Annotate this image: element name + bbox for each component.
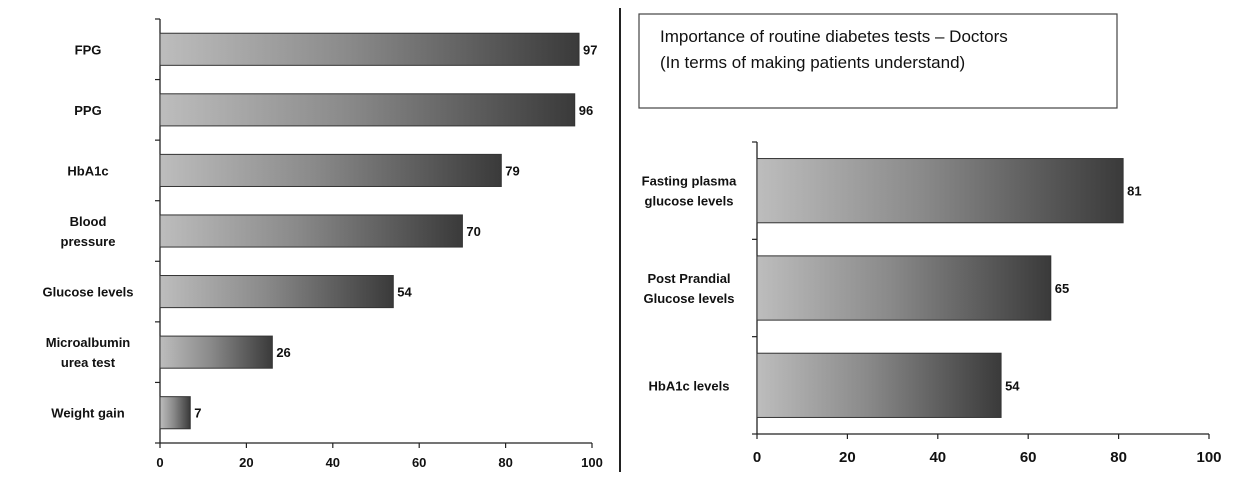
category-label: Blood [70,214,107,229]
right-chart-title-box: Importance of routine diabetes tests – D… [638,13,1118,109]
x-tick-label: 80 [1110,449,1127,466]
x-tick-label: 100 [1196,449,1221,466]
title-box-frame [638,13,1118,109]
category-label: PPG [74,103,101,118]
x-tick-label: 80 [498,455,512,470]
x-tick-label: 20 [839,449,856,466]
title-line-2: (In terms of making patients understand) [660,53,965,72]
category-label: pressure [61,234,116,249]
bar [159,214,463,248]
category-label: Post Prandial [647,271,730,286]
category-label: Weight gain [51,406,124,421]
category-label: Microalbumin [46,335,131,350]
category-label: FPG [75,42,102,57]
bar [756,352,1002,418]
category-label: HbA1c [67,163,108,178]
bar [756,158,1124,224]
category-label: urea test [61,355,116,370]
bar [159,93,576,127]
bar-value-label: 54 [397,285,412,300]
category-label: HbA1c levels [649,378,730,393]
left-bar-chart: 0 20 40 60 80 100 97 FPG 96 PPG 79 HbA1c 70 Blood pres… [42,18,603,470]
bar [159,396,191,430]
bar-value-label: 65 [1055,281,1069,296]
bar-value-label: 70 [466,224,480,239]
x-tick-label: 40 [929,449,946,466]
bar-value-label: 97 [583,42,597,57]
x-tick-label: 0 [753,449,761,466]
x-tick-label: 40 [326,455,340,470]
bar-value-label: 7 [194,406,201,421]
right-bar-chart: 0 20 40 60 80 100 81 Fasting plasma glucose leve… [642,141,1222,466]
bar [159,153,502,187]
x-tick-label: 60 [412,455,426,470]
title-line-1: Importance of routine diabetes tests – D… [660,27,1008,46]
bar [159,335,273,369]
bar-value-label: 26 [276,345,290,360]
bar-value-label: 81 [1127,184,1141,199]
bar-value-label: 54 [1005,378,1020,393]
category-label: glucose levels [645,194,734,209]
category-label: Fasting plasma [642,174,737,189]
bar-value-label: 96 [579,103,593,118]
category-label: Glucose levels [643,291,734,306]
bar [159,32,580,66]
bar [756,255,1052,321]
bar-value-label: 79 [505,163,519,178]
x-tick-label: 60 [1020,449,1037,466]
category-label: Glucose levels [42,285,133,300]
x-tick-label: 20 [239,455,253,470]
x-tick-label: 100 [581,455,603,470]
bar [159,275,394,309]
x-tick-label: 0 [156,455,163,470]
